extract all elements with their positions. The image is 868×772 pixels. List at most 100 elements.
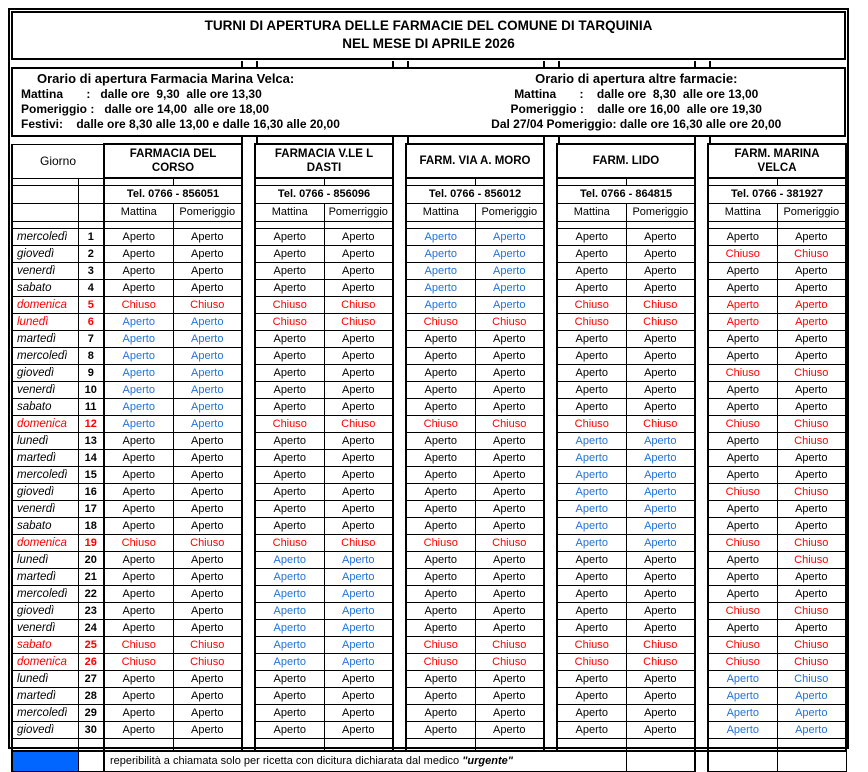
open-status-cell: Aperto [405,449,476,467]
day-row: domenica 26 Chiuso Chiuso Aperto Aperto Chiuso… [11,653,848,671]
spacer-cell [694,296,710,314]
spacer-cell [694,568,710,586]
open-status-cell: Aperto [625,262,697,280]
spacer-cell [392,670,407,688]
open-status-cell: Aperto [254,262,325,280]
open-status-cell: Chiuso [625,296,697,314]
spacer-cell [392,296,407,314]
open-status-cell: Aperto [625,483,697,501]
pharmacy-phone: Tel. 0766 - 864815 [556,185,697,204]
open-status-cell: Aperto [474,432,546,450]
day-row: sabato 25 Chiuso Chiuso Aperto Aperto Chiuso Ch… [11,636,848,654]
open-status-cell: Aperto [323,500,394,518]
spacer-cell [241,534,256,552]
open-status-cell: Aperto [172,585,243,603]
open-status-cell: Chiuso [707,415,778,433]
open-status-cell: Aperto [776,466,848,484]
schedule-table: Giorno FARMACIA DEL CORSO FARMACIA V.LE L… [11,143,848,772]
open-status-cell: Aperto [776,449,848,467]
open-status-cell: Aperto [103,381,174,399]
mattina-label: Mattina [254,203,325,222]
day-name-cell: domenica [11,653,79,671]
pomeriggio-label: Pomeriggio [625,203,697,222]
day-number-cell: 25 [77,636,105,654]
header-gap-row [11,177,848,186]
open-status-cell: Aperto [405,602,476,620]
pharmacy-name-line: VELCA [757,162,797,174]
spacer-cell [543,687,559,705]
day-row: venerdì 24 Aperto Aperto Aperto Aperto Aperto A… [11,619,848,637]
spacer-cell [543,245,559,263]
page-title-line1: TURNI DI APERTURA DELLE FARMACIE DEL COM… [204,18,653,33]
open-status-cell: Aperto [556,330,627,348]
day-name-cell: mercoledì [11,585,79,603]
open-status-cell: Aperto [707,347,778,365]
spacer-cell [694,381,710,399]
hours-other-pharmacies: Orario di apertura altre farmacie: Matti… [429,71,845,132]
open-status-cell: Aperto [172,313,243,331]
open-status-cell: Aperto [776,330,848,348]
spacer-cell [241,670,256,688]
spacer-cell [392,636,407,654]
open-status-cell: Aperto [172,381,243,399]
open-status-cell: Chiuso [556,296,627,314]
open-status-cell: Aperto [707,432,778,450]
day-name-cell: giovedì [11,721,79,739]
day-name-cell: lunedì [11,432,79,450]
open-status-cell: Aperto [405,330,476,348]
spacer-cell [241,262,256,280]
spacer-cell [543,517,559,535]
open-status-cell: Aperto [776,279,848,297]
open-status-cell: Aperto [556,721,627,739]
day-number-cell: 28 [77,687,105,705]
open-status-cell: Aperto [323,602,394,620]
open-status-cell: Aperto [172,551,243,569]
open-status-cell: Aperto [625,500,697,518]
open-status-cell: Aperto [707,466,778,484]
hours-left-heading: Orario di apertura Farmacia Marina Velca… [37,71,295,86]
open-status-cell: Aperto [707,721,778,739]
spacer-cell [543,398,559,416]
spacer-cell [392,602,407,620]
open-status-cell: Aperto [776,228,848,246]
schedule-sheet: TURNI DI APERTURA DELLE FARMACIE DEL COM… [8,8,849,772]
open-status-cell: Aperto [625,381,697,399]
open-status-cell: Chiuso [172,636,243,654]
day-number-cell: 20 [77,551,105,569]
open-status-cell: Aperto [172,432,243,450]
day-number-cell: 18 [77,517,105,535]
open-status-cell: Aperto [776,381,848,399]
legend-row: reperibilità a chiamata solo per ricetta… [11,750,847,772]
mattina-label: Mattina [707,203,778,222]
open-status-cell: Aperto [625,364,697,382]
spacer-cell [392,653,407,671]
open-status-cell: Aperto [474,619,546,637]
spacer-cell [543,466,559,484]
open-status-cell: Aperto [254,364,325,382]
open-status-cell: Aperto [625,466,697,484]
open-status-cell: Chiuso [556,653,627,671]
open-status-cell: Aperto [625,432,697,450]
day-name-cell: mercoledì [11,228,79,246]
spacer-cell [543,228,559,246]
open-status-cell: Aperto [405,721,476,739]
spacer-cell [694,721,710,739]
spacer-cell [543,296,559,314]
day-number-cell: 10 [77,381,105,399]
open-status-cell: Aperto [103,245,174,263]
open-status-cell: Aperto [172,330,243,348]
spacer-cell [241,721,256,739]
open-status-cell: Aperto [103,313,174,331]
spacer-cell [543,347,559,365]
open-status-cell: Aperto [103,449,174,467]
day-name-cell: mercoledì [11,704,79,722]
spacer-cell [543,364,559,382]
open-status-cell: Chiuso [776,670,848,688]
open-status-cell: Aperto [405,619,476,637]
spacer-cell [392,262,407,280]
spacer-cell [694,432,710,450]
spacer-cell [392,415,407,433]
spacer-cell [543,449,559,467]
open-status-cell: Aperto [625,602,697,620]
spacer-cell [392,228,407,246]
